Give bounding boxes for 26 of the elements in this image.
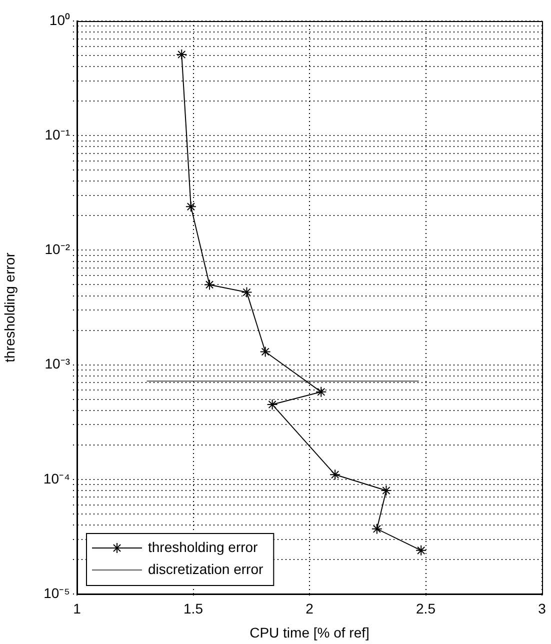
x-axis-title: CPU time [% of ref] (250, 624, 370, 640)
point (204, 279, 216, 290)
point (380, 485, 392, 496)
point (330, 469, 341, 480)
point (185, 201, 196, 212)
y-tick-label: 10⁻² (44, 241, 70, 258)
y-axis-title: thresholding error (1, 252, 18, 362)
point (176, 49, 188, 60)
y-tick-label: 10⁻⁴ (43, 470, 70, 486)
legend-label: thresholding error (148, 538, 258, 555)
x-tick-label: 1.5 (184, 600, 204, 616)
x-tick-label: 3 (538, 600, 546, 616)
point (416, 544, 427, 556)
x-tick-label: 2 (306, 600, 314, 616)
point (266, 399, 278, 410)
point (316, 386, 327, 398)
y-tick-label: 10⁻¹ (44, 126, 70, 142)
legend-label: discretization error (148, 560, 264, 577)
y-tick-label: 10⁻⁵ (44, 584, 70, 601)
point (371, 523, 382, 534)
x-tick-label: 1 (73, 600, 82, 616)
y-tick-label: 10⁰ (49, 12, 70, 28)
point (241, 286, 252, 298)
x-tick-label: 2.5 (416, 600, 436, 616)
y-tick-label: 10⁻³ (44, 356, 70, 372)
point (260, 346, 271, 358)
